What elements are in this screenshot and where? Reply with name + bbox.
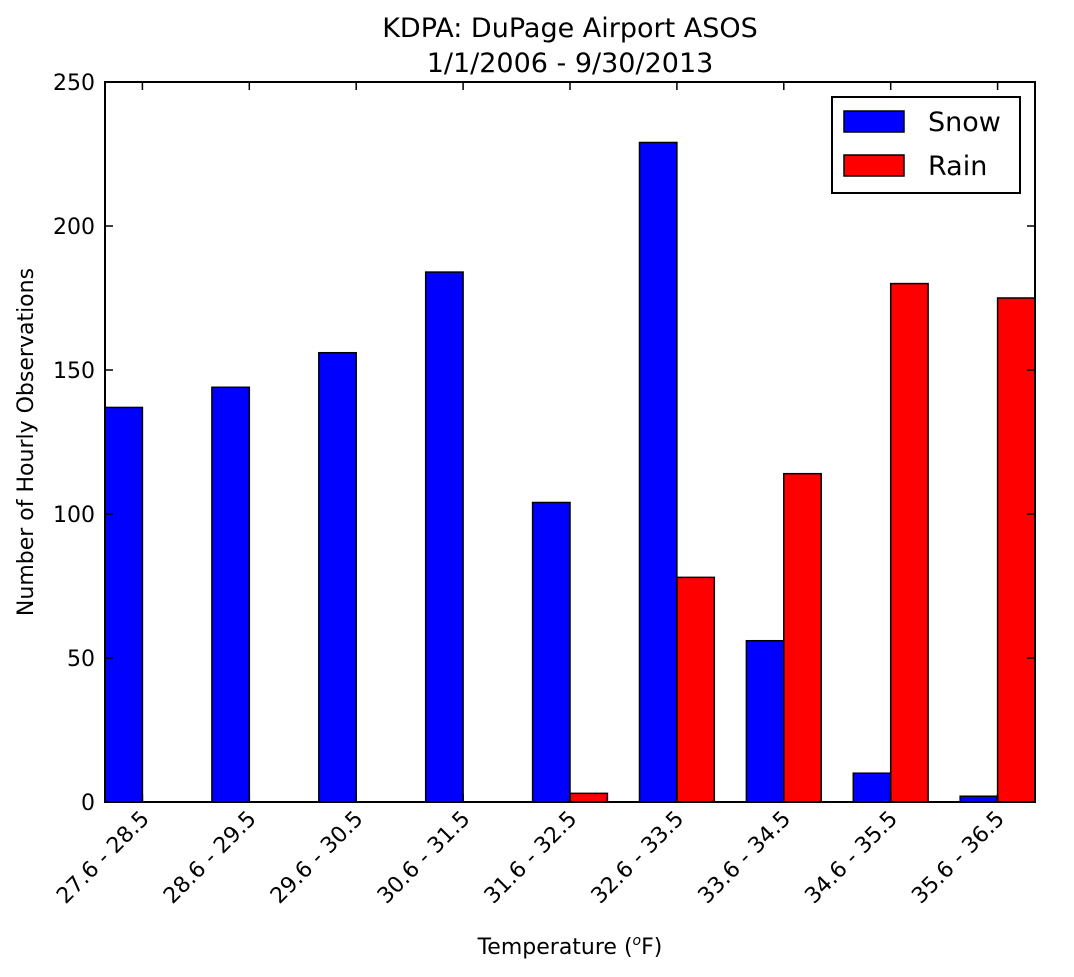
bar-snow-3	[424, 271, 464, 803]
x-axis-label-end: F)	[641, 935, 662, 960]
x-axis-label: Temperature (oF)	[477, 933, 663, 960]
bar-rain-7	[889, 282, 929, 803]
legend: Snow Rain	[831, 96, 1021, 194]
y-tick-label-3: 150	[53, 359, 95, 384]
x-axis-label-superscript: o	[633, 933, 642, 949]
chart-subtitle: 1/1/2006 - 9/30/2013	[427, 48, 714, 79]
bar-snow-1	[211, 386, 251, 803]
bar-snow-2	[318, 351, 357, 803]
x-axis-label-start: Temperature (	[477, 935, 633, 960]
legend-swatch-rain	[843, 154, 905, 177]
plot-frame	[104, 81, 1036, 803]
bar-rain-6	[783, 472, 822, 803]
bars-group	[104, 141, 1036, 803]
bar-rain-5	[676, 576, 716, 803]
x-tick-label-7: 34.6 - 35.5	[800, 807, 902, 909]
legend-label-rain: Rain	[928, 151, 987, 182]
y-axis-ticks: 0 50 100 150 200 250	[53, 71, 1035, 816]
y-axis-label: Number of Hourly Observations	[14, 268, 39, 616]
bar-rain-8	[996, 297, 1036, 803]
bar-snow-6	[745, 639, 785, 803]
bar-rain-4	[569, 792, 609, 803]
x-tick-label-6: 33.6 - 34.5	[694, 807, 796, 909]
bar-snow-0	[104, 406, 144, 803]
legend-swatch-snow	[843, 110, 905, 133]
x-tick-label-0: 27.6 - 28.5	[52, 807, 154, 909]
chart-title: KDPA: DuPage Airport ASOS	[382, 13, 758, 44]
y-tick-label-4: 200	[53, 215, 95, 240]
y-tick-label-2: 100	[53, 503, 95, 528]
legend-label-snow: Snow	[928, 107, 1001, 138]
bar-snow-7	[852, 772, 892, 803]
x-tick-label-3: 30.6 - 31.5	[373, 807, 475, 909]
x-tick-label-8: 35.6 - 36.5	[907, 807, 1009, 909]
y-tick-label-5: 250	[53, 71, 95, 96]
x-tick-label-2: 29.6 - 30.5	[266, 807, 368, 909]
x-tick-label-1: 28.6 - 29.5	[159, 807, 261, 909]
x-tick-label-4: 31.6 - 32.5	[480, 807, 582, 909]
bar-snow-5	[638, 141, 678, 803]
y-tick-label-0: 0	[81, 791, 95, 816]
y-tick-label-1: 50	[67, 647, 95, 672]
x-tick-label-5: 32.6 - 33.5	[587, 807, 689, 909]
bar-snow-4	[531, 501, 571, 803]
